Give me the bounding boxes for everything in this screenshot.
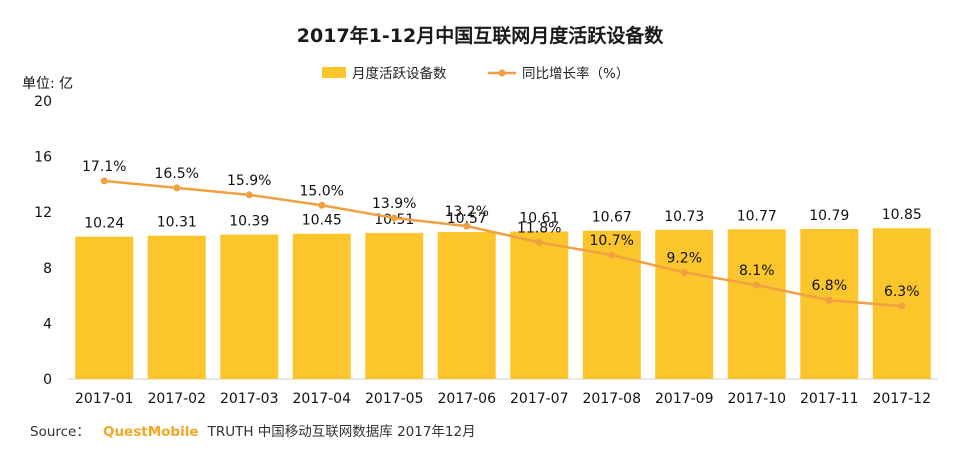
bar: [365, 232, 424, 379]
x-tick-label: 2017-05: [365, 391, 424, 407]
bar: [147, 235, 206, 379]
legend-bar-swatch: [322, 67, 346, 78]
bar-value-label: 10.85: [882, 207, 922, 223]
bar-value-label: 10.31: [157, 215, 197, 231]
y-unit-label: 单位: 亿: [22, 76, 73, 92]
growth-value-label: 13.9%: [372, 196, 416, 212]
bar: [800, 229, 859, 379]
bar-value-label: 10.79: [809, 208, 849, 224]
growth-points: [100, 177, 906, 310]
bar-value-label: 10.73: [664, 209, 704, 225]
growth-value-label: 17.1%: [82, 159, 126, 175]
growth-value-label: 15.0%: [300, 183, 344, 199]
bar-value-label: 10.45: [302, 213, 342, 229]
growth-point: [318, 201, 326, 209]
source-prefix: Source：: [30, 424, 90, 440]
bar-value-label: 10.39: [229, 214, 269, 230]
y-tick-label: 4: [43, 316, 52, 332]
x-tick-label: 2017-04: [293, 391, 352, 407]
x-tick-label: 2017-12: [873, 391, 932, 407]
bar-labels: 10.2410.3110.3910.4510.5110.5710.6110.67…: [84, 207, 922, 231]
x-tick-label: 2017-02: [148, 391, 207, 407]
bar-value-label: 10.57: [447, 211, 487, 227]
growth-point: [898, 302, 906, 310]
growth-point: [608, 251, 616, 259]
bar: [220, 234, 279, 379]
x-tick-label: 2017-10: [728, 391, 787, 407]
growth-labels: 17.1% 16.5% 15.9% 15.0% 13.9% 13.2% 11.8% 10.7%…: [82, 159, 920, 300]
bar: [75, 236, 134, 379]
bar-value-label: 10.67: [592, 210, 632, 226]
x-tick-label: 2017-07: [510, 391, 569, 407]
x-tick-label: 2017-03: [220, 391, 279, 407]
growth-point: [753, 281, 761, 289]
chart-title: 2017年1-12月中国互联网月度活跃设备数: [297, 24, 664, 47]
growth-value-label: 6.3%: [884, 284, 920, 300]
growth-point: [825, 296, 833, 304]
source-brand: QuestMobile: [103, 424, 199, 440]
growth-value-label: 8.1%: [739, 263, 775, 279]
bar: [510, 231, 569, 379]
legend-bar-label: 月度活跃设备数: [352, 65, 447, 82]
x-tick-label: 2017-01: [75, 391, 134, 407]
bar-value-label: 10.24: [84, 216, 124, 232]
y-tick-label: 16: [34, 150, 52, 166]
growth-value-label: 16.5%: [155, 166, 199, 182]
bar-series: [75, 228, 931, 379]
bar-value-label: 10.61: [519, 211, 559, 227]
legend: 月度活跃设备数 同比增长率（%）: [322, 65, 629, 82]
source-line: Source： QuestMobile TRUTH 中国移动互联网数据库 201…: [30, 421, 476, 440]
growth-point: [173, 184, 181, 192]
growth-point: [390, 214, 398, 222]
y-tick-label: 20: [34, 94, 52, 110]
source-text: TRUTH 中国移动互联网数据库 2017年12月: [207, 424, 476, 440]
bar: [292, 233, 351, 379]
growth-point: [535, 238, 543, 246]
y-axis-ticks: 0 4 8 12 16 20: [34, 94, 52, 388]
legend-line-marker: [498, 69, 506, 77]
growth-value-label: 11.8%: [517, 220, 561, 236]
x-tick-label: 2017-06: [438, 391, 497, 407]
y-tick-label: 8: [43, 261, 52, 277]
growth-point: [463, 222, 471, 230]
x-tick-label: 2017-11: [800, 391, 859, 407]
x-tick-label: 2017-08: [583, 391, 642, 407]
growth-point: [680, 268, 688, 276]
growth-line: [104, 179, 902, 308]
growth-point: [100, 177, 108, 185]
bar: [437, 232, 496, 379]
bar-value-label: 10.77: [737, 208, 777, 224]
legend-line-label: 同比增长率（%）: [522, 65, 629, 82]
growth-value-label: 6.8%: [811, 278, 847, 294]
x-tick-label: 2017-09: [655, 391, 714, 407]
bar: [655, 229, 714, 379]
x-axis-ticks: 2017-01 2017-02 2017-03 2017-04 2017-05 2017-…: [75, 391, 931, 407]
growth-value-label: 15.9%: [227, 173, 271, 189]
growth-value-label: 9.2%: [666, 250, 702, 266]
growth-value-label: 13.2%: [445, 204, 489, 220]
bar: [727, 229, 786, 379]
y-tick-label: 12: [34, 205, 52, 221]
growth-value-label: 10.7%: [590, 233, 634, 249]
growth-point: [245, 191, 253, 199]
y-tick-label: 0: [43, 372, 52, 388]
